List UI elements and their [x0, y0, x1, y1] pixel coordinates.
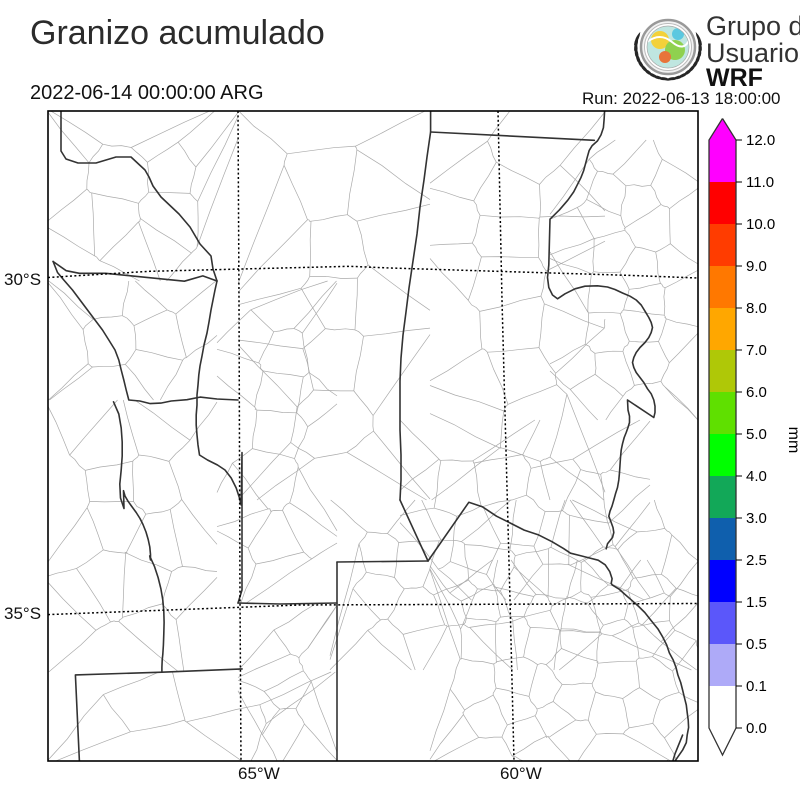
svg-text:8.0: 8.0 [746, 300, 767, 317]
svg-text:3.0: 3.0 [746, 510, 767, 527]
svg-text:9.0: 9.0 [746, 258, 767, 275]
svg-text:0.0: 0.0 [746, 720, 767, 737]
svg-text:0.1: 0.1 [746, 678, 767, 695]
svg-text:5.0: 5.0 [746, 426, 767, 443]
svg-text:0.5: 0.5 [746, 636, 767, 653]
svg-text:12.0: 12.0 [746, 132, 775, 149]
svg-text:6.0: 6.0 [746, 384, 767, 401]
svg-text:1.5: 1.5 [746, 594, 767, 611]
svg-text:7.0: 7.0 [746, 342, 767, 359]
svg-text:2.5: 2.5 [746, 552, 767, 569]
svg-text:mm: mm [785, 427, 800, 454]
svg-text:11.0: 11.0 [746, 174, 774, 191]
svg-text:4.0: 4.0 [746, 468, 767, 485]
svg-text:10.0: 10.0 [746, 216, 775, 233]
